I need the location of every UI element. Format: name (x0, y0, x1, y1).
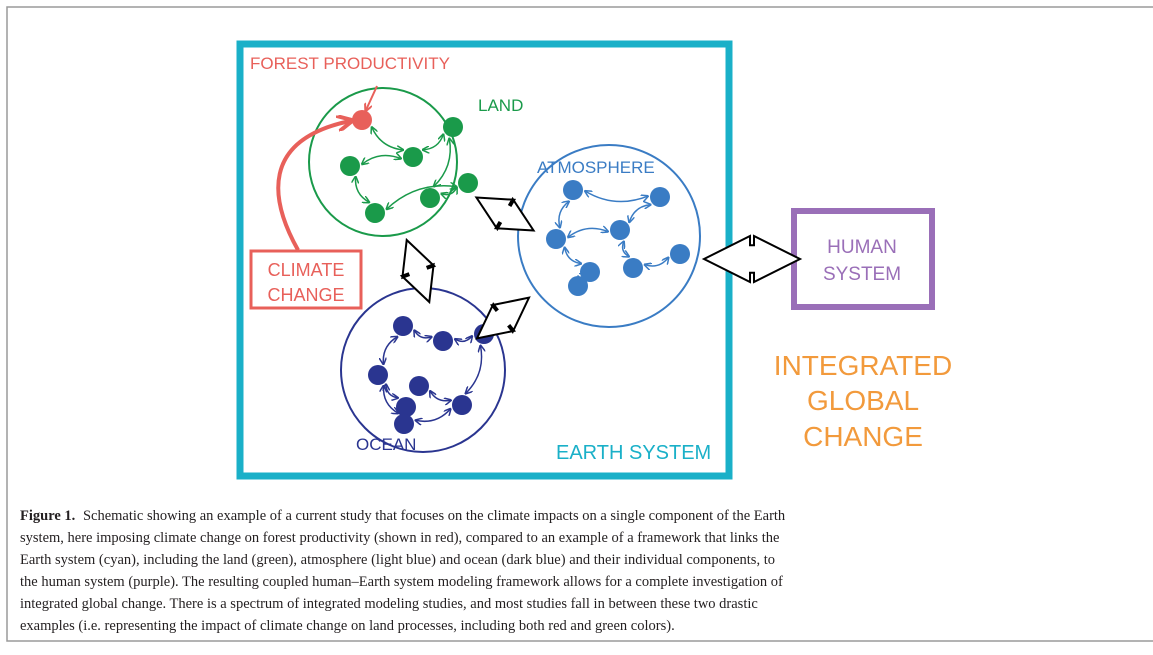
label: CHANGE (267, 285, 344, 305)
label: GLOBAL (807, 385, 919, 416)
component-link (645, 257, 669, 266)
component-link (629, 205, 650, 223)
land-circle (308, 87, 458, 237)
caption-text: Schematic showing an example of a curren… (83, 508, 786, 524)
component-links (355, 127, 668, 421)
component-node (365, 203, 385, 223)
caption-line: Figure 1. Schematic showing an example o… (20, 508, 786, 524)
component-link (623, 241, 630, 256)
caption-label: Figure 1. (20, 508, 75, 524)
component-node (610, 220, 630, 240)
component-node (394, 414, 414, 434)
component-link (585, 191, 648, 203)
component-node (340, 156, 360, 176)
forest-node (352, 110, 372, 130)
double-arrow (474, 196, 536, 232)
label: HUMAN (827, 237, 897, 258)
component-link (372, 127, 404, 150)
component-node (563, 180, 583, 200)
component-link (415, 409, 450, 422)
component-link (414, 330, 432, 338)
human-system-box (791, 208, 935, 310)
component-node (403, 147, 423, 167)
component-node (580, 262, 600, 282)
component-link (383, 337, 397, 365)
caption-line: examples (i.e. representing the impact o… (20, 618, 675, 634)
component-link (565, 247, 582, 263)
atmosphere-circle (517, 144, 701, 328)
label: OCEAN (356, 435, 416, 454)
label: INTEGRATED (774, 350, 952, 381)
component-node (433, 331, 453, 351)
forest-pointer (366, 85, 378, 110)
frame (6, 6, 1153, 642)
label: CHANGE (803, 421, 923, 452)
climate-change-box (249, 249, 363, 310)
component-link (466, 345, 482, 393)
caption-line: integrated global change. There is a spe… (20, 596, 758, 612)
double-arrow (399, 237, 437, 305)
component-node (393, 316, 413, 336)
label: FOREST PRODUCTIVITY (250, 54, 450, 73)
component-nodes (340, 110, 690, 434)
component-node (458, 173, 478, 193)
label: EARTH SYSTEM (556, 442, 711, 464)
component-node (409, 376, 429, 396)
component-link (455, 336, 472, 341)
caption-line: the human system (purple). The resulting… (20, 574, 783, 590)
double-arrow (475, 296, 531, 340)
double-arrow (701, 234, 803, 284)
label: LAND (478, 96, 523, 115)
component-node (420, 188, 440, 208)
component-node (443, 117, 463, 137)
label: SYSTEM (823, 264, 901, 285)
component-link (559, 201, 569, 227)
component-node (546, 229, 566, 249)
component-node (568, 276, 588, 296)
component-node (368, 365, 388, 385)
component-link (568, 228, 608, 237)
component-link (386, 384, 398, 398)
component-link (384, 386, 399, 414)
component-link (355, 177, 369, 203)
component-node (650, 187, 670, 207)
component-node (452, 395, 472, 415)
coupling-arrows (399, 196, 803, 340)
component-node (670, 244, 690, 264)
component-link (423, 134, 444, 150)
component-link (362, 155, 401, 164)
caption-line: Earth system (cyan), including the land … (20, 552, 775, 568)
label: ATMOSPHERE (537, 158, 655, 177)
label: CLIMATE (268, 260, 345, 280)
caption-line: system, here imposing climate change on … (20, 530, 779, 546)
component-node (623, 258, 643, 278)
climate-arrow (276, 121, 350, 251)
component-link (430, 391, 451, 401)
component-node (396, 397, 416, 417)
component-link (386, 186, 456, 210)
